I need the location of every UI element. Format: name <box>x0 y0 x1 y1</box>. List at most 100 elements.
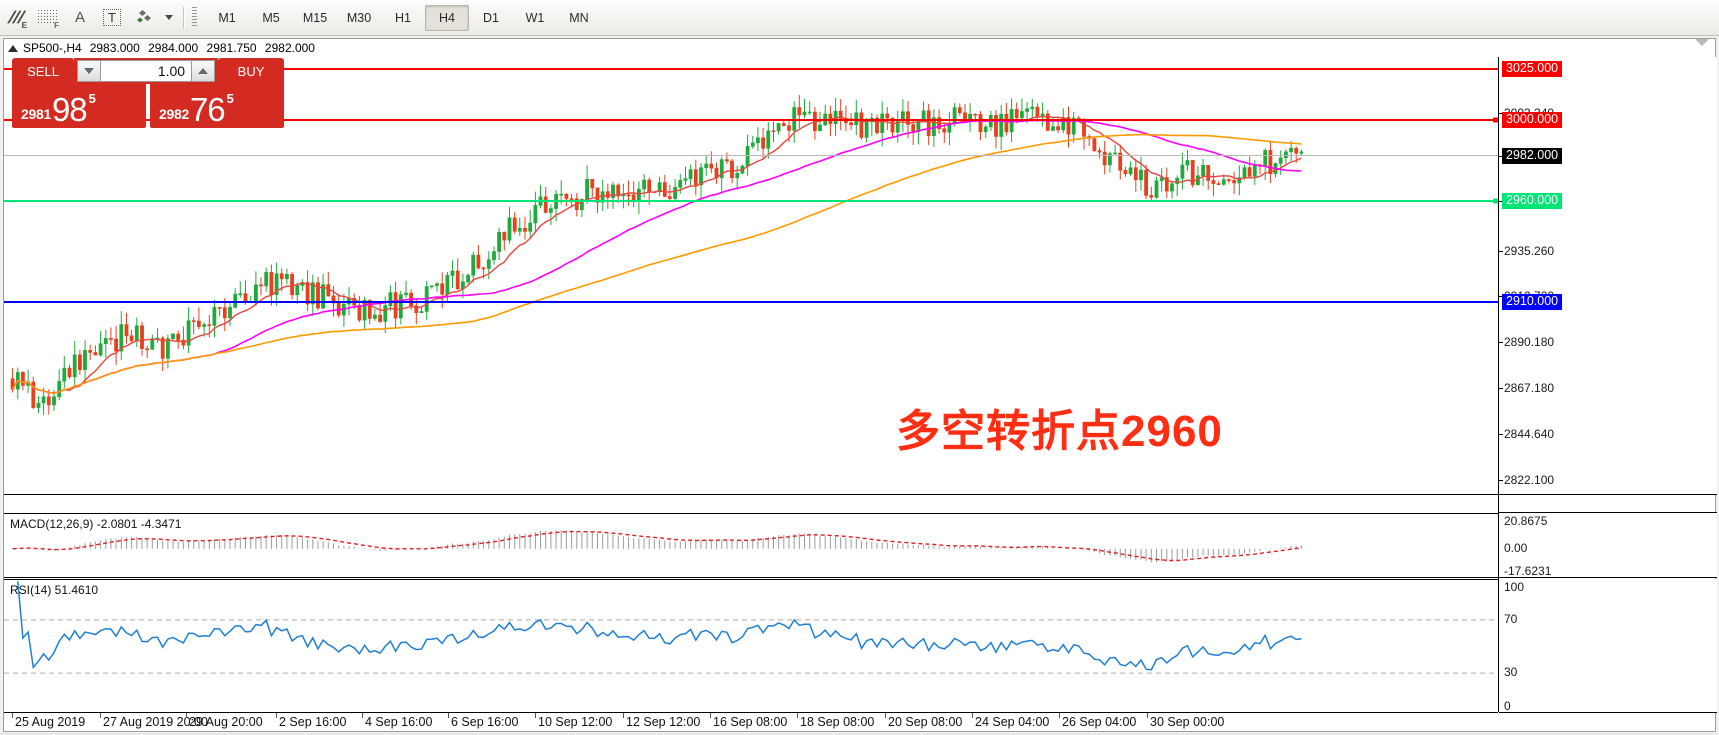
chart-toolbar: ///E F A T M1 M5 M15 M30 H1 H4 D1 W1 MN <box>0 0 1719 36</box>
volume-stepper: 1.00 <box>74 58 219 84</box>
time-tick <box>12 713 13 718</box>
rsi-plot-bottom-border <box>4 712 1498 713</box>
macd-scale: 20.8675 0.00 -17.6231 <box>1499 513 1717 578</box>
buy-price-box[interactable]: 2982 76 5 <box>150 84 284 128</box>
chart-expand-icon[interactable] <box>8 44 18 52</box>
time-label: 26 Sep 04:00 <box>1062 715 1137 729</box>
text-object-icon[interactable]: T <box>96 3 128 33</box>
grid-period-separator-icon[interactable]: F <box>32 3 64 33</box>
timeframe-mn[interactable]: MN <box>569 10 589 25</box>
time-axis[interactable]: 25 Aug 2019 27 Aug 2019 20:00 29 Aug 20:00… <box>4 713 1715 731</box>
price-plot-bottom-border <box>4 494 1498 495</box>
chart-ohlc: 2983.000 2984.000 2981.750 2982.000 <box>90 41 320 55</box>
ohlc-open: 2983.000 <box>89 41 140 55</box>
price-tag-green[interactable]: 2960.000 <box>1502 192 1563 209</box>
one-click-trading-panel: SELL 1.00 BUY 2981 98 5 2982 76 5 <box>12 58 284 128</box>
sell-price-integer: 2981 <box>21 106 51 122</box>
time-tick <box>186 713 187 718</box>
time-label: 6 Sep 16:00 <box>451 715 519 729</box>
sell-button[interactable]: SELL <box>12 58 75 84</box>
level-line-3025[interactable] <box>4 68 1498 71</box>
collapse-arrow-icon[interactable] <box>1695 39 1709 46</box>
timeframe-m1[interactable]: M1 <box>218 10 236 25</box>
price-tag-red[interactable]: 3000.000 <box>1502 111 1563 128</box>
level-line-2960[interactable] <box>4 198 1498 204</box>
price-tag-blue[interactable]: 2910.000 <box>1502 293 1563 310</box>
indicators-dropdown-icon[interactable] <box>160 3 178 33</box>
time-tick <box>362 713 363 718</box>
macd-tick: 20.8675 <box>1504 514 1548 528</box>
price-tick: 2844.640 <box>1499 427 1554 441</box>
expert-advisor-icon[interactable]: ///E <box>6 7 27 30</box>
chart-quote-line: SP500-,H4 2983.000 2984.000 2981.750 298… <box>4 39 1715 57</box>
price-tag-black[interactable]: 2982.000 <box>1502 148 1563 165</box>
price-candles <box>10 95 1304 416</box>
last-price-line[interactable] <box>4 155 1498 157</box>
indicators-icon[interactable] <box>128 3 160 33</box>
timeframe-h1[interactable]: H1 <box>395 10 411 25</box>
time-tick <box>100 713 101 718</box>
rsi-scale: 100 70 30 0 <box>1499 579 1717 713</box>
price-tick: 2890.180 <box>1499 335 1554 349</box>
price-tag-red[interactable]: 3025.000 <box>1502 61 1563 78</box>
chart-window: SP500-,H4 2983.000 2984.000 2981.750 298… <box>3 38 1717 732</box>
buy-price-integer: 2982 <box>159 106 189 122</box>
time-tick <box>1147 713 1148 718</box>
rsi-caption: RSI(14) 51.4610 <box>10 583 99 597</box>
rsi-plot-area[interactable]: RSI(14) 51.4610 <box>4 579 1498 712</box>
volume-input[interactable]: 1.00 <box>101 60 192 82</box>
buy-price-main: 76 <box>189 91 226 128</box>
level-line-2910[interactable] <box>4 300 1498 303</box>
time-tick <box>797 713 798 718</box>
time-label: 27 Aug 2019 20:00 <box>103 715 208 729</box>
level-line-3000[interactable] <box>4 117 1498 123</box>
rsi-tick: 30 <box>1504 665 1518 680</box>
time-label: 12 Sep 12:00 <box>626 715 701 729</box>
macd-tick: 0.00 <box>1504 540 1528 555</box>
buy-button[interactable]: BUY <box>218 58 284 84</box>
time-label: 29 Aug 20:00 <box>189 715 263 729</box>
toolbar-grip[interactable] <box>189 3 201 33</box>
sell-price-box[interactable]: 2981 98 5 <box>12 84 146 128</box>
level-handle[interactable] <box>1493 117 1498 123</box>
timeframe-w1[interactable]: W1 <box>525 10 545 25</box>
time-label: 20 Sep 08:00 <box>888 715 963 729</box>
chart-symbol-label: SP500-,H4 <box>23 41 82 55</box>
scale-separator-3 <box>1499 577 1717 578</box>
price-scale[interactable]: 3003.3402982.0002960.0002935.2602912.720… <box>1499 57 1717 494</box>
chart-annotation-text: 多空转折点2960 <box>896 407 1223 456</box>
time-tick <box>1059 713 1060 718</box>
volume-increase-button[interactable] <box>191 60 216 82</box>
timeframe-d1[interactable]: D1 <box>483 10 499 25</box>
ohlc-close: 2982.000 <box>264 41 315 55</box>
time-label: 10 Sep 12:00 <box>538 715 613 729</box>
time-label: 25 Aug 2019 <box>15 715 86 729</box>
timeframe-m5[interactable]: M5 <box>262 10 280 25</box>
rsi-tick: 70 <box>1504 611 1518 626</box>
time-tick <box>972 713 973 718</box>
price-plot-area[interactable]: 多空转折点2960 <box>4 57 1498 494</box>
ohlc-high: 2984.000 <box>148 41 199 55</box>
toolbar-separator <box>183 6 184 29</box>
timeframe-h4[interactable]: H4 <box>425 4 469 31</box>
volume-decrease-button[interactable] <box>77 60 102 82</box>
price-tick: 2867.180 <box>1499 381 1554 395</box>
ohlc-low: 2981.750 <box>206 41 257 55</box>
text-label-icon[interactable]: A <box>74 9 85 26</box>
time-tick <box>448 713 449 718</box>
sell-price-main: 98 <box>51 91 88 128</box>
time-tick <box>710 713 711 718</box>
rsi-tick: 100 <box>1504 580 1525 594</box>
timeframe-m30[interactable]: M30 <box>346 10 372 25</box>
price-tick: 2822.100 <box>1499 473 1554 487</box>
time-label: 4 Sep 16:00 <box>365 715 433 729</box>
macd-plot-area[interactable]: MACD(12,26,9) -2.0801 -4.3471 <box>4 513 1498 577</box>
time-tick <box>885 713 886 718</box>
price-axis-line <box>1498 57 1499 712</box>
time-tick <box>623 713 624 718</box>
timeframe-m15[interactable]: M15 <box>302 10 328 25</box>
scale-separator-2 <box>1499 512 1717 513</box>
level-handle[interactable] <box>1493 198 1498 204</box>
time-tick <box>276 713 277 718</box>
